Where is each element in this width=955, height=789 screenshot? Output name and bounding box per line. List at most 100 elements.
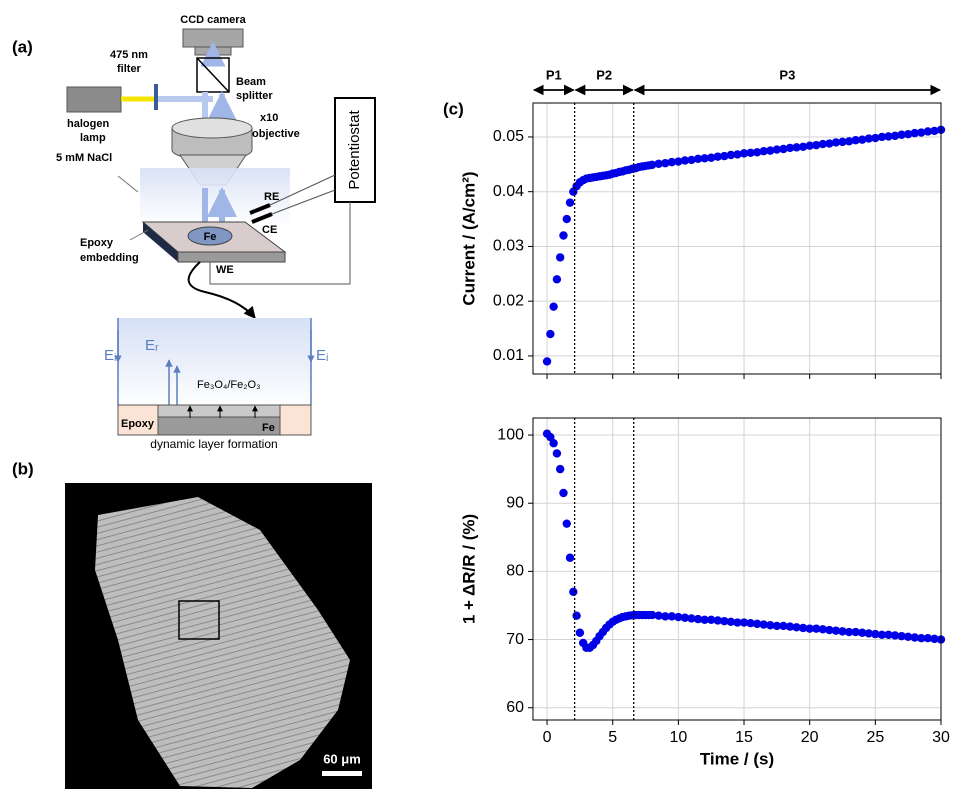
data-point (654, 159, 663, 168)
data-point (831, 626, 841, 635)
data-point (680, 156, 690, 165)
data-point (647, 160, 657, 170)
data-point (752, 148, 762, 157)
plot-frame (532, 102, 942, 375)
label: embedding (80, 252, 139, 264)
y-tick-label: 90 (506, 494, 524, 511)
label: CE (262, 224, 277, 236)
data-point (844, 137, 854, 146)
data-point (910, 128, 919, 138)
data-point (733, 150, 742, 159)
data-point (726, 617, 736, 627)
data-point (917, 633, 926, 643)
data-point (552, 449, 562, 458)
y-tick-label: 0.04 (493, 183, 524, 200)
data-point (798, 142, 808, 151)
data-point (890, 631, 900, 640)
x-tick-label: 20 (801, 729, 819, 746)
data-point (917, 128, 926, 137)
wire (209, 202, 351, 285)
data-point (752, 619, 762, 629)
data-point (785, 143, 795, 153)
panel-label: (a) (12, 37, 33, 56)
panel-b: (b) 60 μm (12, 459, 372, 789)
iron (157, 416, 281, 436)
y-tick-label: 70 (506, 631, 524, 648)
data-point (903, 130, 913, 139)
label: lamp (80, 132, 106, 144)
data-point (812, 140, 821, 150)
panel-a: (a) CCD camera Beam splitter 475 nm filt… (12, 14, 376, 451)
electrode (251, 212, 273, 224)
region-of-interest (178, 600, 220, 640)
data-point (884, 630, 893, 639)
data-point (559, 488, 568, 498)
y-tick-label: 80 (506, 563, 524, 580)
data-point (546, 329, 555, 339)
x-tick-label: 5 (608, 729, 617, 746)
data-point (851, 136, 860, 145)
data-point (713, 152, 722, 161)
leader (129, 229, 149, 241)
label: Beam (236, 76, 266, 88)
wire (269, 174, 336, 206)
data-point (569, 587, 578, 597)
data-point (720, 151, 729, 161)
label: halogen (67, 118, 109, 130)
solution (118, 318, 311, 408)
data-point (779, 621, 788, 631)
data-point (555, 464, 565, 474)
data-point (565, 553, 575, 562)
data-point (779, 144, 788, 154)
data-point (746, 618, 755, 628)
data-point (851, 627, 860, 637)
data-point (812, 624, 821, 633)
data-point (713, 616, 722, 625)
arrow (187, 261, 256, 319)
data-point (746, 148, 755, 158)
data-point (562, 519, 571, 528)
data-point (897, 631, 906, 641)
data-point (562, 214, 571, 224)
data-point (766, 146, 775, 155)
label: Eᵢ (104, 347, 116, 364)
filter (154, 84, 158, 110)
x-axis-label: Time / (s) (700, 749, 774, 768)
sample-surface (95, 497, 350, 788)
data-point (766, 621, 775, 630)
data-point (825, 139, 834, 148)
x-tick-label: 25 (866, 729, 884, 746)
data-point (871, 629, 880, 639)
x-tick-label: 0 (543, 729, 552, 746)
inset: Eᵢ Eᵢ Eᵣ Fe₃O₄/Fe₂O₃ Epoxy Fe dynamic la… (104, 318, 328, 451)
data-point (930, 126, 939, 136)
data-point (726, 150, 736, 160)
panel-label: (c) (443, 99, 464, 118)
data-point (687, 155, 696, 165)
data-point (706, 153, 716, 162)
data-point (565, 198, 575, 207)
potentiostat (334, 97, 376, 203)
beam-splitter (196, 57, 230, 93)
data-point (661, 159, 670, 168)
data-point (759, 620, 768, 629)
data-point (903, 632, 913, 642)
data-point (552, 275, 562, 284)
y-tick-label: 0.03 (493, 238, 524, 255)
phase-label: P3 (779, 67, 795, 82)
data-point (805, 624, 814, 633)
data-point (772, 145, 782, 154)
label: x10 (260, 112, 278, 124)
data-point (858, 628, 867, 637)
data-point (739, 618, 749, 627)
y-tick-label: 0.01 (493, 347, 524, 364)
data-point (720, 616, 729, 626)
data-point (877, 630, 887, 639)
data-point (706, 615, 716, 624)
data-point (838, 137, 847, 147)
sample (143, 222, 178, 262)
data-point (654, 611, 663, 620)
label: CCD camera (180, 14, 246, 26)
data-point (831, 138, 841, 147)
